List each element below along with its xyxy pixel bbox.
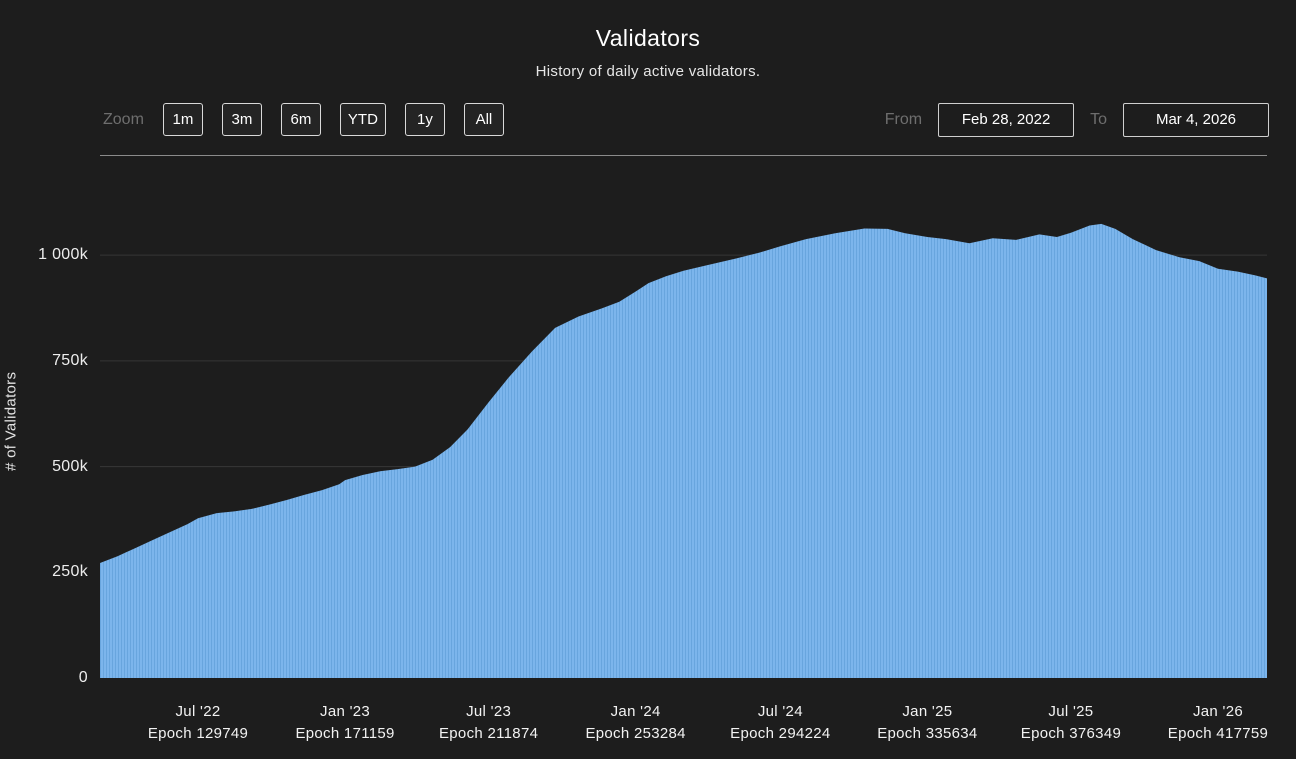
- x-tick-epoch: Epoch 417759: [1167, 725, 1269, 742]
- x-tick-epoch: Epoch 335634: [877, 725, 978, 742]
- x-tick-epoch: Epoch 253284: [585, 725, 686, 742]
- controls-divider: [100, 155, 1267, 156]
- x-tick-label: Jan '26 Epoch 417759: [1168, 701, 1268, 745]
- x-tick-epoch: Epoch 376349: [1020, 725, 1122, 742]
- x-tick-label: Jul '23 Epoch 211874: [439, 701, 538, 745]
- zoom-label: Zoom: [103, 110, 144, 128]
- x-tick-date: Jul '24: [757, 703, 803, 720]
- zoom-1y-button[interactable]: 1y: [404, 103, 445, 136]
- x-tick-epoch: Epoch 211874: [438, 725, 539, 742]
- x-tick-label: Jul '22 Epoch 129749: [148, 701, 248, 745]
- x-tick-epoch: Epoch 171159: [295, 725, 395, 742]
- date-range-group: From To: [884, 102, 1269, 137]
- zoom-1m-button[interactable]: 1m: [162, 103, 203, 136]
- x-tick-date: Jan '24: [610, 703, 661, 720]
- x-tick-label: Jan '25 Epoch 335634: [877, 701, 977, 745]
- x-tick-date: Jul '22: [175, 703, 221, 720]
- x-tick-date: Jan '25: [902, 703, 953, 720]
- to-label: To: [1090, 110, 1107, 128]
- page-subtitle: History of daily active validators.: [535, 63, 761, 80]
- y-tick-label: 500k: [52, 457, 88, 475]
- zoom-6m-button[interactable]: 6m: [280, 103, 321, 136]
- zoom-3m-button[interactable]: 3m: [221, 103, 262, 136]
- y-axis-title: # of Validators: [2, 371, 20, 472]
- validators-area-series: [100, 223, 1267, 678]
- x-tick-label: Jan '23 Epoch 171159: [295, 701, 394, 745]
- x-tick-date: Jul '25: [1048, 703, 1094, 720]
- zoom-group: Zoom 1m 3m 6m YTD 1y All: [103, 103, 504, 136]
- from-label: From: [884, 110, 923, 128]
- y-tick-label: 0: [78, 669, 88, 686]
- x-tick-date: Jan '26: [1192, 703, 1243, 720]
- x-tick-label: Jan '24 Epoch 253284: [585, 701, 685, 745]
- zoom-ytd-button[interactable]: YTD: [339, 103, 386, 136]
- from-date-input[interactable]: [938, 102, 1075, 137]
- x-tick-date: Jan '23: [320, 703, 371, 720]
- y-tick-label: 750k: [52, 351, 88, 369]
- y-tick-label: 1 000k: [38, 246, 88, 264]
- x-tick-epoch: Epoch 129749: [147, 725, 249, 742]
- chart-controls: Zoom 1m 3m 6m YTD 1y All From To: [103, 101, 1269, 138]
- x-tick-label: Jul '24 Epoch 294224: [730, 701, 830, 745]
- to-date-input[interactable]: [1123, 102, 1269, 137]
- chart-plot[interactable]: [100, 160, 1267, 680]
- x-tick-epoch: Epoch 294224: [730, 725, 831, 742]
- page-title: Validators: [595, 25, 701, 51]
- x-tick-date: Jul '23: [466, 703, 512, 720]
- zoom-all-button[interactable]: All: [463, 103, 504, 136]
- x-tick-label: Jul '25 Epoch 376349: [1021, 701, 1121, 745]
- y-tick-label: 250k: [52, 563, 88, 581]
